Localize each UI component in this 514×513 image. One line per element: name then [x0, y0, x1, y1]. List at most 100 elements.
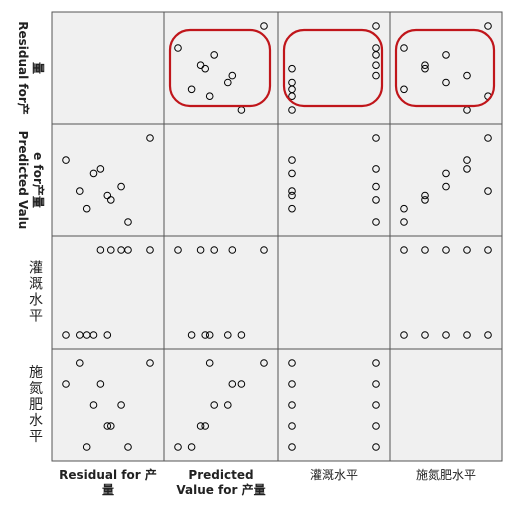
row-label-irrigation: 灌溉水平 [29, 261, 43, 325]
column-label-residual: Residual for 产量 [59, 467, 157, 497]
data-point [288, 422, 296, 430]
column-label-line: 施氮肥水平 [416, 467, 476, 482]
data-point [421, 331, 429, 339]
data-point [117, 401, 125, 409]
data-point [205, 92, 214, 100]
column-label-irrigation: 灌溉水平 [310, 468, 358, 482]
panel-nitrogen-vs-predicted [163, 348, 279, 462]
panel-frame [51, 235, 165, 350]
data-point [372, 182, 380, 191]
data-point [372, 22, 380, 30]
data-point [288, 380, 296, 388]
row-label-line: Residual for产 [16, 21, 31, 115]
data-point [124, 218, 132, 226]
data-point [463, 165, 471, 173]
data-point [124, 246, 132, 254]
data-point [196, 61, 205, 69]
data-point [421, 64, 429, 73]
data-point [484, 22, 492, 30]
data-point [228, 71, 237, 80]
panel-irrigation-vs-residual [51, 235, 165, 350]
data-point [372, 61, 380, 69]
data-point [400, 218, 408, 226]
row-label-char: 水 [29, 413, 43, 429]
row-label-char: 平 [29, 429, 43, 445]
data-point [421, 246, 429, 254]
panel-irrigation-vs-nitrogen [389, 235, 503, 350]
data-point [421, 61, 429, 69]
data-point [484, 134, 492, 142]
row-label-text: e for产量Predicted Valu [16, 131, 46, 230]
data-point [372, 359, 380, 367]
data-point [174, 246, 182, 254]
data-point [210, 51, 218, 59]
data-point [62, 331, 70, 339]
row-label-char: 水 [29, 293, 43, 309]
data-point [196, 246, 205, 254]
data-point [463, 331, 471, 339]
data-point [62, 380, 70, 388]
data-point [288, 191, 296, 200]
panel-frame [51, 123, 165, 237]
data-point [372, 218, 380, 226]
data-point [372, 165, 380, 173]
data-point [442, 331, 450, 339]
highlight-oval [168, 28, 272, 108]
data-point [400, 246, 408, 254]
data-point [62, 156, 70, 164]
column-label-line: Predicted [188, 468, 253, 482]
row-label-line: Predicted Valu [16, 131, 30, 230]
data-point [400, 85, 408, 94]
panel-frame [277, 235, 391, 350]
data-point [442, 182, 450, 191]
data-point [205, 331, 214, 339]
row-label-char: 氮 [29, 381, 43, 397]
data-point [442, 78, 450, 87]
panel-nitrogen-vs-nitrogen [389, 348, 503, 462]
data-point [196, 422, 205, 430]
row-label-line: e for产量 [31, 152, 46, 208]
row-label-char: 灌 [29, 261, 43, 277]
data-point [224, 78, 232, 87]
column-label-line: 灌溉水平 [310, 468, 358, 482]
row-label-char: 肥 [29, 397, 43, 413]
data-point [400, 44, 408, 52]
data-point [288, 92, 296, 100]
data-point [288, 187, 296, 195]
row-label-char: 施 [29, 365, 43, 381]
column-label-nitrogen: 施氮肥水平 [416, 467, 476, 482]
data-point [288, 204, 296, 213]
row-label-text: 量Residual for产 [16, 21, 45, 115]
data-point [201, 422, 209, 430]
data-point [228, 380, 237, 388]
data-point [288, 169, 296, 178]
data-point [288, 401, 296, 409]
data-point [96, 380, 105, 388]
data-point [442, 246, 450, 254]
data-point [260, 359, 268, 367]
data-point [146, 246, 154, 254]
panel-predicted-vs-predicted [163, 123, 279, 237]
panel-frame [277, 123, 391, 237]
data-point [76, 331, 84, 339]
data-point [237, 380, 246, 388]
data-point [288, 156, 296, 164]
row-label-nitrogen: 施氮肥水平 [29, 365, 43, 445]
data-point [146, 134, 154, 142]
data-point [82, 443, 91, 451]
data-point [210, 246, 218, 254]
panel-frame [163, 348, 279, 462]
panel-residual-vs-predicted [163, 11, 279, 125]
data-point [124, 443, 132, 451]
data-point [260, 22, 268, 30]
data-point [107, 246, 115, 254]
data-point [484, 331, 492, 339]
data-point [372, 134, 380, 142]
panel-frame [389, 348, 503, 462]
data-point [463, 71, 471, 80]
highlight-oval [394, 28, 496, 108]
column-label-line: Value for 产量 [176, 482, 265, 497]
panel-nitrogen-vs-residual [51, 348, 165, 462]
panel-frame [51, 11, 165, 125]
data-point [372, 422, 380, 430]
